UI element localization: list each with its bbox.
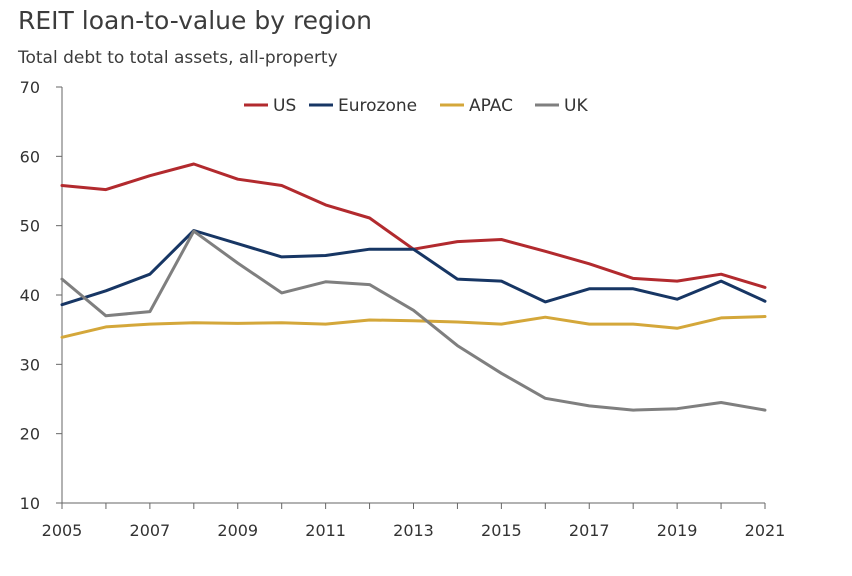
x-tick-label: 2021 xyxy=(745,521,786,540)
y-tick-label: 10 xyxy=(20,494,40,513)
legend-label-uk: UK xyxy=(564,96,588,116)
y-tick-label: 40 xyxy=(20,286,40,305)
series-line-eurozone xyxy=(60,229,767,307)
x-tick-label: 2019 xyxy=(657,521,698,540)
legend-label-us: US xyxy=(273,96,296,116)
series-line-apac xyxy=(60,315,767,339)
legend-label-eurozone: Eurozone xyxy=(338,96,417,116)
chart-subtitle: Total debt to total assets, all-property xyxy=(18,48,338,68)
x-tick-label: 2009 xyxy=(217,521,258,540)
series-line-uk xyxy=(60,229,767,412)
y-tick-label: 20 xyxy=(20,425,40,444)
axes: 10 20 30 40 50 60 70 2005 2007 2009 2011 2013 2015 20… xyxy=(20,78,786,540)
y-tick-label: 60 xyxy=(20,147,40,166)
x-tick-label: 2017 xyxy=(569,521,610,540)
x-tick-label: 2005 xyxy=(42,521,83,540)
x-tick-label: 2007 xyxy=(130,521,171,540)
y-tick-label: 30 xyxy=(20,355,40,374)
legend: US Eurozone APAC UK xyxy=(244,96,588,116)
x-tick-label: 2013 xyxy=(393,521,434,540)
x-tick-label: 2015 xyxy=(481,521,522,540)
chart-title: REIT loan-to-value by region xyxy=(18,6,373,35)
x-tick-label: 2011 xyxy=(305,521,346,540)
series-layer xyxy=(60,162,767,412)
series-line-us xyxy=(60,162,767,289)
legend-label-apac: APAC xyxy=(469,96,513,116)
y-tick-label: 70 xyxy=(20,78,40,97)
y-tick-label: 50 xyxy=(20,217,40,236)
